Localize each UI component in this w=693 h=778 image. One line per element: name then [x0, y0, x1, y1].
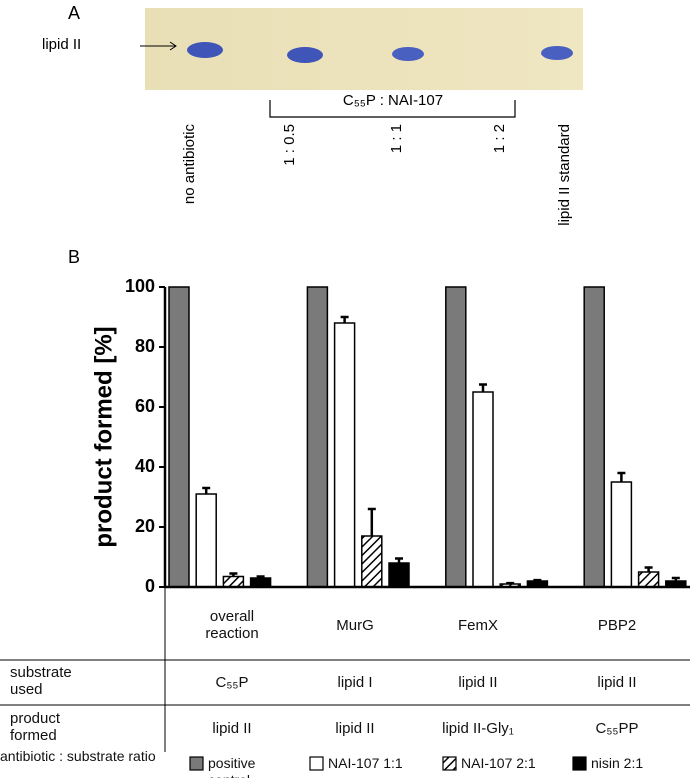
x-tick-label: MurG [336, 616, 374, 634]
panel-label: B [68, 247, 80, 267]
error-bar [533, 578, 542, 582]
y-tick-label: 60 [135, 396, 155, 416]
legend-label: NAI-107 1:1 [328, 755, 403, 771]
error-bar [395, 557, 403, 563]
legend-swatch [442, 756, 457, 771]
panel-label: A [68, 3, 80, 23]
table-cell: lipid II [458, 674, 498, 691]
lane-label: 1 : 0.5 [281, 124, 298, 166]
bar [306, 286, 329, 588]
y-axis-title: product formed [%] [90, 326, 117, 547]
error-bar [256, 575, 265, 578]
legend-label: nisin 2:1 [591, 755, 644, 771]
bar [637, 571, 660, 588]
error-bar [479, 383, 487, 392]
legend-swatch [189, 756, 204, 771]
table-cell: lipid I [337, 674, 373, 691]
y-tick-label: 100 [125, 276, 155, 296]
table-cell: C₅₅PP [595, 720, 639, 737]
legend-title: antibiotic : substrate ratio [0, 748, 156, 764]
arrow-head [169, 41, 177, 51]
y-tick-label: 80 [135, 336, 155, 356]
bar [168, 286, 190, 588]
bar [445, 286, 467, 588]
bar [222, 575, 245, 588]
y-tick-label: 0 [145, 576, 155, 596]
error-bar [506, 581, 515, 585]
table-cell: C₅₅P [215, 674, 249, 691]
bracket-label: C₅₅P : NAI-107 [343, 92, 443, 109]
bar [195, 493, 217, 588]
x-tick-label: FemX [457, 616, 498, 634]
row-label: substrate used [10, 664, 72, 698]
band-label: lipid II [42, 36, 81, 53]
legend-swatch [572, 756, 587, 771]
row-label: product formed [10, 710, 61, 744]
bar [610, 481, 633, 588]
error-bar [671, 576, 680, 581]
bar [583, 286, 605, 588]
error-bar [229, 572, 238, 577]
bar [333, 322, 356, 588]
bracket [269, 100, 516, 118]
error-bar [644, 566, 653, 572]
gel-band [187, 42, 223, 58]
lane-label: no antibiotic [181, 124, 198, 205]
error-bar [367, 507, 376, 536]
y-tick-label: 40 [135, 456, 155, 476]
legend-label: NAI-107 2:1 [461, 755, 536, 771]
bar [249, 577, 272, 588]
x-tick-label: PBP2 [597, 616, 637, 634]
y-tick-label: 20 [135, 516, 155, 536]
bar [388, 562, 410, 588]
error-bar [202, 486, 211, 494]
table-cell: lipid II [597, 674, 637, 691]
error-bar [340, 315, 349, 323]
error-bar [617, 471, 626, 482]
gel-band [392, 47, 424, 61]
gel-band [541, 46, 573, 60]
lane-label: lipid II standard [556, 124, 573, 226]
gel-band [287, 47, 323, 63]
bar [361, 535, 383, 588]
table-cell: lipid II [212, 720, 252, 737]
lane-label: 1 : 2 [491, 124, 508, 153]
legend-swatch [309, 756, 324, 771]
table-cell: lipid II-Gly₁ [442, 720, 514, 737]
bar [472, 391, 494, 588]
lane-label: 1 : 1 [388, 124, 405, 153]
x-tick-label: overall reaction [205, 608, 259, 642]
legend-label: positive control [208, 755, 256, 778]
table-cell: lipid II [335, 720, 375, 737]
